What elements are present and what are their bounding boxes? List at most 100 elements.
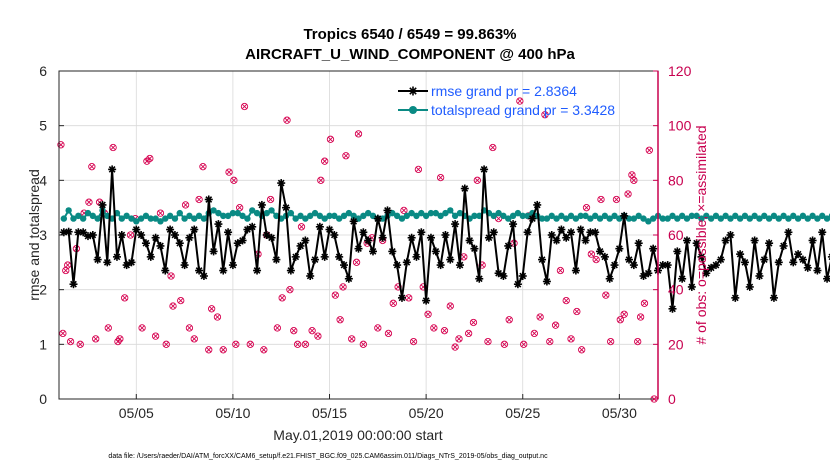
spread-point — [123, 212, 130, 220]
obs-possible-marker — [156, 209, 165, 217]
obs-assimilated-marker — [598, 196, 604, 202]
obs-assimilated-marker — [354, 259, 360, 265]
legend-rmse-label: rmse grand pr = 2.8364 — [431, 83, 577, 99]
spread-point — [785, 215, 792, 222]
rmse-marker-core — [235, 241, 240, 246]
rmse-point — [436, 261, 445, 270]
rmse-point — [682, 236, 691, 245]
spread-point — [674, 215, 681, 222]
rmse-marker-core — [197, 268, 202, 273]
rmse-point — [340, 261, 349, 270]
rmse-point — [547, 231, 556, 239]
rmse-point — [567, 228, 576, 237]
obs-possible-marker — [541, 111, 549, 119]
rmse-marker-core — [288, 268, 293, 273]
rmse-marker-core — [569, 230, 574, 235]
obs-assimilated-marker — [268, 196, 274, 202]
rmse-marker-core — [728, 233, 733, 237]
right-tick-label: 40 — [668, 282, 684, 298]
rmse-marker-core — [424, 298, 429, 303]
rmse-point — [151, 233, 160, 242]
rmse-marker-core — [622, 213, 627, 218]
spread-point — [186, 212, 193, 220]
obs-assimilated-marker — [206, 347, 212, 353]
rmse-point — [378, 233, 387, 242]
rmse-point — [692, 239, 701, 248]
rmse-marker-core — [549, 233, 554, 237]
obs-possible-marker — [190, 335, 198, 343]
rmse-marker-core — [240, 238, 245, 243]
rmse-point — [368, 247, 377, 256]
spread-point — [350, 212, 357, 220]
rmse-point — [610, 261, 619, 270]
obs-possible-marker — [400, 206, 408, 215]
rmse-marker-core — [462, 186, 467, 191]
obs-assimilated-marker — [226, 169, 232, 175]
rmse-marker-core — [578, 227, 583, 232]
obs-assimilated-marker — [86, 199, 92, 205]
rmse-marker-core — [670, 306, 675, 311]
spread-point — [234, 209, 241, 217]
spread-point — [761, 212, 768, 220]
obs-assimilated-marker — [60, 330, 66, 336]
spread-point — [606, 215, 613, 222]
rmse-point — [277, 179, 286, 188]
rmse-point — [470, 244, 479, 253]
rmse-marker-core — [699, 254, 704, 259]
obs-possible-marker — [138, 324, 146, 332]
rmse-marker-core — [158, 243, 163, 248]
obs-assimilated-marker — [537, 314, 543, 320]
obs-assimilated-marker — [349, 336, 355, 342]
spread-point — [355, 215, 362, 222]
spread-point — [476, 212, 483, 220]
obs-possible-marker — [505, 316, 513, 324]
rmse-marker-core — [414, 254, 419, 259]
spread-point — [736, 215, 744, 222]
spread-point — [84, 209, 92, 217]
rmse-marker-core — [76, 230, 81, 235]
rmse-marker-core — [206, 197, 211, 202]
spread-point — [418, 209, 425, 217]
rmse-marker-core — [259, 202, 264, 207]
rmse-point — [697, 252, 706, 261]
rmse-marker-core — [723, 238, 728, 243]
obs-assimilated-marker — [501, 341, 507, 347]
rmse-point — [542, 277, 551, 286]
obs-assimilated-marker — [355, 131, 362, 137]
rmse-marker-core — [477, 276, 482, 281]
rmse-point — [69, 280, 78, 289]
spread-point — [775, 215, 782, 222]
obs-assimilated-marker — [406, 295, 412, 301]
obs-possible-marker — [640, 299, 649, 307]
rmse-point — [103, 258, 112, 267]
y-tick-label: 3 — [39, 227, 47, 243]
obs-assimilated-marker — [298, 224, 305, 230]
spread-point — [331, 212, 338, 220]
rmse-point — [625, 255, 634, 264]
spread-point — [645, 218, 652, 225]
spread-point — [215, 209, 222, 217]
rmse-point — [552, 236, 561, 245]
obs-assimilated-marker — [583, 205, 590, 211]
legend-spread-marker — [409, 106, 417, 114]
spread-point — [456, 209, 464, 217]
obs-assimilated-marker — [318, 177, 324, 183]
spread-point — [732, 212, 739, 220]
obs-assimilated-marker — [625, 191, 631, 197]
rmse-marker-core — [385, 208, 390, 213]
rmse-marker-core — [201, 274, 206, 278]
obs-assimilated-marker — [629, 172, 635, 178]
rmse-marker-core — [211, 249, 216, 254]
rmse-marker-core — [540, 257, 545, 262]
rmse-point — [407, 233, 416, 242]
obs-assimilated-marker — [579, 347, 585, 353]
rmse-point — [426, 233, 435, 242]
obs-possible-marker — [195, 195, 203, 204]
rmse-marker-core — [718, 257, 723, 262]
obs-assimilated-marker — [105, 325, 111, 331]
obs-assimilated-marker — [233, 341, 239, 347]
rmse-point — [557, 225, 566, 234]
obs-assimilated-marker — [302, 341, 308, 347]
legend-spread-label: totalspread grand pr = 3.3428 — [431, 102, 615, 118]
spread-point — [471, 212, 478, 220]
